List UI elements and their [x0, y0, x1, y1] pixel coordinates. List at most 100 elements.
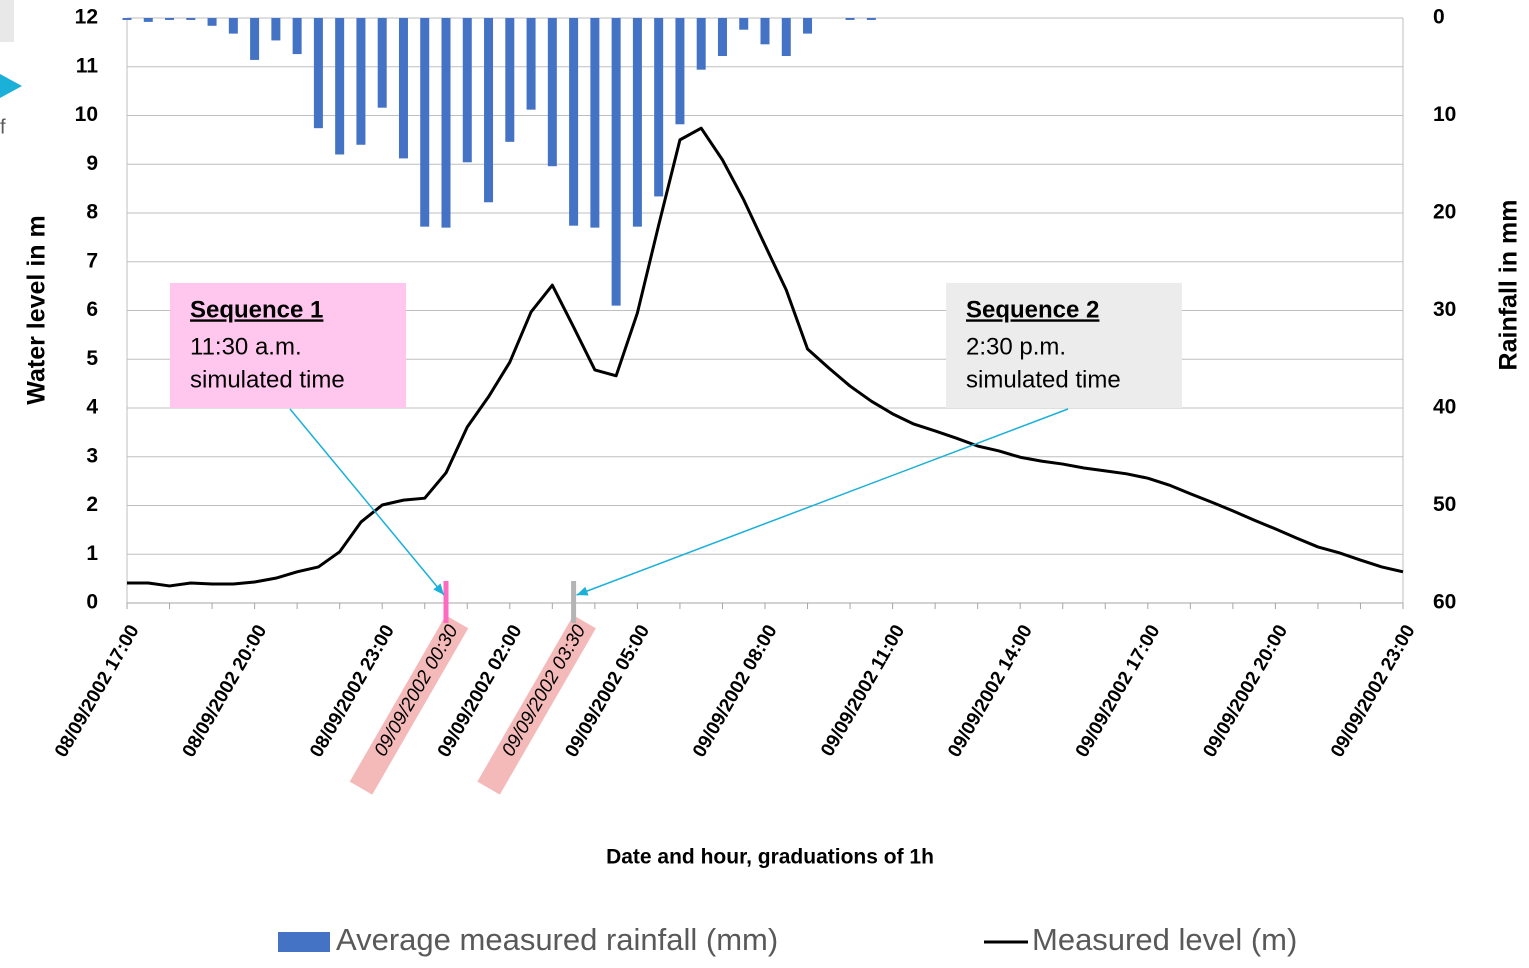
- bar: [845, 18, 855, 20]
- bar: [696, 18, 706, 70]
- bar: [717, 18, 727, 57]
- bar: [526, 18, 536, 110]
- annotation-text: simulated time: [966, 366, 1121, 393]
- bar: [654, 18, 664, 197]
- y-tick-label: 9: [86, 152, 98, 175]
- bar: [505, 18, 515, 142]
- y-tick-label: 2: [86, 493, 98, 516]
- bar: [590, 18, 600, 228]
- x-tick-highlight: [477, 615, 596, 795]
- x-tick-label: 09/09/2002 14:00: [944, 622, 1037, 762]
- bar: [569, 18, 579, 226]
- y-tick-label: 1: [86, 542, 98, 565]
- legend-label: Measured level (m): [1032, 922, 1297, 957]
- x-tick-label: 09/09/2002 08:00: [689, 622, 782, 762]
- bar: [313, 18, 323, 129]
- x-tick-label: 08/09/2002 20:00: [179, 622, 272, 762]
- x-tick-label-group: 09/09/2002 11:00: [817, 622, 909, 761]
- x-tick-label-group: 09/09/2002 08:00: [689, 622, 782, 762]
- annotation-arrow: [289, 408, 445, 596]
- bar: [760, 18, 770, 45]
- y-tick-label: 3: [86, 444, 98, 467]
- y2-tick-label: 10: [1433, 103, 1456, 126]
- line: [127, 126, 1404, 588]
- bar: [271, 18, 281, 41]
- annotation-marker: [443, 581, 449, 623]
- edge-fragment-text: f: [0, 116, 6, 138]
- y2-tick-label: 0: [1433, 6, 1445, 29]
- bar: [611, 18, 621, 306]
- x-tick-label-group: 08/09/2002 17:00: [51, 622, 144, 762]
- y2-tick-label: 20: [1433, 201, 1456, 224]
- bar: [122, 18, 132, 20]
- bar: [377, 18, 387, 108]
- y-tick-label: 7: [86, 249, 98, 272]
- bar: [462, 18, 472, 163]
- y2-tick-label: 40: [1433, 396, 1456, 419]
- annotation-title: Sequence 2: [966, 296, 1099, 323]
- x-tick-label: 09/09/2002 17:00: [1072, 622, 1165, 762]
- x-tick-label-group: 09/09/2002 23:00: [1327, 622, 1420, 762]
- annotation-text: 2:30 p.m.: [966, 333, 1066, 360]
- bar: [165, 18, 175, 20]
- bar: [250, 18, 260, 60]
- x-tick-label-group: 08/09/2002 20:00: [179, 622, 272, 762]
- y-axis-title: Water level in m: [23, 215, 51, 404]
- y2-tick-label: 60: [1433, 591, 1456, 614]
- bar: [292, 18, 302, 55]
- bar: [441, 18, 451, 228]
- bar: [143, 18, 153, 22]
- annotation-title: Sequence 1: [190, 296, 323, 323]
- bar: [781, 18, 791, 57]
- y-tick-label: 0: [86, 591, 98, 614]
- bar: [186, 18, 196, 20]
- x-tick-highlight: [349, 615, 469, 795]
- annotation-box: [170, 283, 406, 408]
- y-tick-label: 11: [76, 54, 99, 77]
- y2-axis-title: Rainfall in mm: [1495, 200, 1523, 371]
- x-tick-label-group: 09/09/2002 14:00: [944, 622, 1037, 762]
- x-tick-label: 09/09/2002 23:00: [1327, 622, 1420, 762]
- bar: [420, 18, 430, 227]
- annotation-box: [946, 283, 1182, 408]
- bar: [632, 18, 642, 227]
- y2-tick-label: 50: [1433, 493, 1456, 516]
- annotation-text: simulated time: [190, 366, 345, 393]
- edge-fragment-box: [0, 0, 14, 42]
- bar: [675, 18, 685, 125]
- annotation-text: 11:30 a.m.: [190, 333, 302, 360]
- x-tick-label: 09/09/2002 11:00: [817, 622, 909, 761]
- legend-label: Average measured rainfall (mm): [336, 922, 778, 957]
- y-tick-label: 8: [86, 201, 98, 224]
- x-tick-label: 09/09/2002 20:00: [1199, 622, 1292, 762]
- bar: [335, 18, 345, 155]
- legend-swatch: [278, 932, 330, 952]
- x-tick-label-group: 09/09/2002 20:00: [1199, 622, 1292, 762]
- y-tick-label: 10: [75, 103, 98, 126]
- x-axis-title: Date and hour, graduations of 1h: [606, 846, 934, 869]
- bar: [547, 18, 557, 167]
- x-tick-label-group: 09/09/2002 17:00: [1072, 622, 1165, 762]
- annotation-arrowhead: [433, 583, 444, 595]
- annotation-arrow: [576, 408, 1069, 596]
- y2-tick-label: 30: [1433, 298, 1456, 321]
- annotation-marker: [571, 581, 577, 623]
- bar: [739, 18, 749, 30]
- bar: [356, 18, 366, 145]
- bar: [398, 18, 408, 159]
- edge-fragment-arrow: [0, 74, 22, 98]
- annotation-arrowhead: [576, 586, 589, 596]
- y-tick-label: 12: [75, 6, 98, 29]
- y-tick-label: 6: [86, 298, 98, 321]
- y-tick-label: 5: [86, 347, 98, 370]
- x-tick-label: 08/09/2002 17:00: [51, 622, 144, 762]
- bar: [484, 18, 494, 203]
- x-tick-label-group: 09/09/2002 03:30: [477, 615, 596, 795]
- bar: [228, 18, 238, 34]
- bar: [866, 18, 876, 20]
- bar: [207, 18, 217, 26]
- bar: [803, 18, 813, 34]
- x-tick-label-group: 09/09/2002 00:30: [349, 615, 469, 795]
- y-tick-label: 4: [86, 396, 98, 419]
